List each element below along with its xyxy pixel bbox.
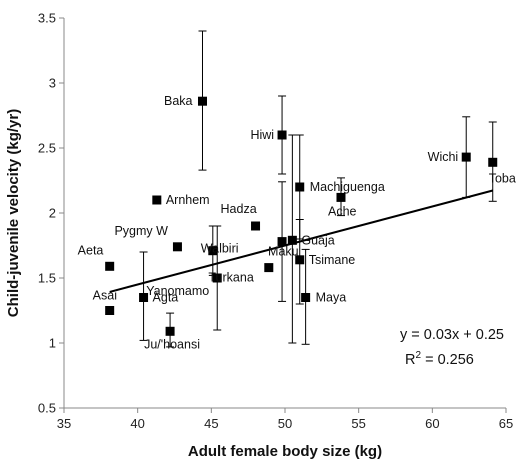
data-point [139, 293, 149, 302]
r-squared-annotation: R2 = 0.256 [405, 350, 474, 368]
data-point [152, 195, 162, 205]
r-squared-value: = 0.256 [421, 352, 474, 368]
trendline [109, 189, 493, 293]
data-point [172, 242, 182, 252]
point-label: Maku [268, 245, 299, 259]
equation-annotation: y = 0.03x + 0.25 [400, 327, 504, 343]
r-squared-letter: R [405, 352, 415, 368]
point-label: Pygmy W [114, 224, 168, 238]
point-label: Hadza [221, 202, 257, 216]
data-point [264, 263, 274, 273]
point-label: Ju/'hoansi [144, 337, 200, 351]
point-label: Hiwi [250, 128, 274, 142]
point-label: Walbiri [201, 242, 239, 256]
data-point [277, 237, 287, 247]
x-tick-label: 35 [57, 416, 71, 431]
y-tick-label: 1 [49, 336, 56, 351]
y-tick-label: 1.5 [38, 271, 56, 286]
point-label: Turkana [208, 271, 253, 285]
data-point [208, 246, 218, 256]
point-label: Baka [164, 94, 193, 108]
data-point [197, 96, 207, 106]
data-point [295, 255, 305, 265]
x-tick-label: 55 [351, 416, 365, 431]
point-label: Maya [316, 291, 347, 305]
r-squared-superscript: 2 [415, 350, 421, 361]
x-tick-label: 45 [204, 416, 218, 431]
point-label: Tsimane [309, 253, 356, 267]
x-tick-label: 65 [499, 416, 513, 431]
y-tick-label: 2.5 [38, 141, 56, 156]
data-point [295, 182, 305, 192]
point-label: Asai [93, 289, 117, 303]
point-label: Toba [489, 171, 516, 185]
point-labels-group: Baka Hiwi Wichi Toba Machiguenga Ache Arnhem Ha… [78, 94, 516, 351]
data-point [461, 152, 471, 162]
data-point [488, 157, 498, 167]
x-tick-label: 50 [278, 416, 292, 431]
point-label: Ache [328, 204, 357, 218]
trendline-group [109, 189, 493, 293]
data-point [336, 192, 346, 202]
data-point [105, 261, 115, 271]
point-label: Yanomamo [146, 284, 209, 298]
point-label: Guaja [301, 233, 334, 247]
data-point [212, 273, 222, 283]
point-label: Machiguenga [310, 180, 385, 194]
point-label: Aeta [78, 243, 104, 257]
points-group [105, 96, 498, 336]
data-point [287, 235, 297, 245]
x-tick-label: 60 [425, 416, 439, 431]
data-point [165, 326, 175, 336]
data-point [277, 130, 287, 140]
y-tick-label: 2 [49, 206, 56, 221]
axes-group: 35 40 45 50 55 60 65 0.5 1 1.5 2 2.5 3 3.5 [38, 11, 513, 432]
y-tick-label: 0.5 [38, 401, 56, 416]
data-point [251, 221, 261, 231]
data-point [301, 293, 311, 302]
x-tick-label: 40 [130, 416, 144, 431]
point-label: Wichi [428, 150, 459, 164]
point-label: Agta [153, 291, 179, 305]
error-bars-group [139, 30, 497, 348]
y-tick-label: 3 [49, 76, 56, 91]
y-axis-title: Child-juvenile velocity (kg/yr) [5, 109, 22, 317]
point-label: Arnhem [166, 193, 210, 207]
y-tick-label: 3.5 [38, 11, 56, 26]
x-axis-title: Adult female body size (kg) [188, 443, 382, 460]
data-point [105, 306, 115, 315]
